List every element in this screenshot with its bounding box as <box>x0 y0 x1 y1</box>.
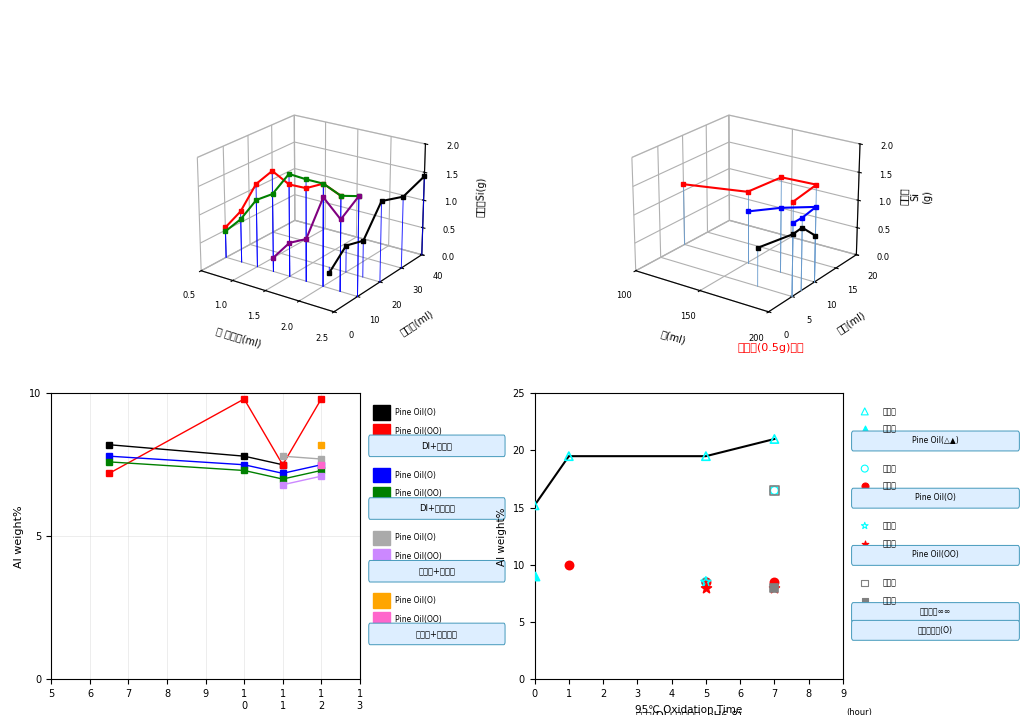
Text: Pine Oil(OO): Pine Oil(OO) <box>396 615 442 623</box>
FancyBboxPatch shape <box>369 561 505 582</box>
Point <box>560 559 577 571</box>
Point <box>526 571 543 582</box>
X-axis label: 물 비누볼(ml): 물 비누볼(ml) <box>215 325 262 348</box>
Bar <box>373 405 391 420</box>
Y-axis label: Al weight%: Al weight% <box>13 505 24 568</box>
Point <box>698 582 714 593</box>
Point <box>766 485 782 496</box>
FancyBboxPatch shape <box>851 488 1020 508</box>
Point <box>766 576 782 588</box>
Point <box>766 582 782 593</box>
Text: 유 당(DI+굴리세론, pH6.8): 유 당(DI+굴리세론, pH6.8) <box>635 711 742 715</box>
Text: Pine Oil(O): Pine Oil(O) <box>396 596 436 605</box>
Text: 환원수+굴리세론: 환원수+굴리세론 <box>416 629 457 638</box>
Text: 무유당: 무유당 <box>883 407 896 416</box>
Point <box>766 485 782 496</box>
Bar <box>373 612 391 626</box>
X-axis label: 물(ml): 물(ml) <box>660 328 688 345</box>
Bar <box>373 487 391 501</box>
Point <box>856 423 873 435</box>
Point <box>856 595 873 606</box>
FancyBboxPatch shape <box>851 431 1020 451</box>
Point <box>856 463 873 474</box>
Text: Pine Oil(O): Pine Oil(O) <box>396 408 436 417</box>
Text: Pine Oil(O): Pine Oil(O) <box>396 470 436 480</box>
Bar <box>373 531 391 545</box>
Text: 집전당: 집전당 <box>883 425 896 434</box>
Text: Pine Oil(OO): Pine Oil(OO) <box>396 427 442 435</box>
Text: Pine Oil(△▲): Pine Oil(△▲) <box>912 435 959 445</box>
Point <box>698 450 714 462</box>
Y-axis label: Al weight%: Al weight% <box>497 507 507 566</box>
Bar <box>373 593 391 608</box>
Point <box>766 433 782 445</box>
Point <box>856 405 873 417</box>
Text: 무유당: 무유당 <box>883 578 896 588</box>
Text: 무유당: 무유당 <box>883 464 896 473</box>
Text: Pine Oil(OO): Pine Oil(OO) <box>912 550 959 559</box>
Text: DI+비누물: DI+비누물 <box>421 441 452 450</box>
Point <box>856 480 873 492</box>
Point <box>856 538 873 549</box>
X-axis label: 95℃ Oxidation Time: 95℃ Oxidation Time <box>635 704 742 714</box>
Bar <box>373 424 391 438</box>
Y-axis label: 붕산(ml): 붕산(ml) <box>835 310 867 335</box>
Bar <box>373 468 391 483</box>
Text: 집전당: 집전당 <box>883 482 896 491</box>
Text: Pine Oil(O): Pine Oil(O) <box>915 493 956 502</box>
FancyBboxPatch shape <box>369 435 505 457</box>
Y-axis label: 분산양(ml): 분산양(ml) <box>398 308 435 337</box>
Point <box>560 450 577 462</box>
Point <box>698 576 714 588</box>
Point <box>526 500 543 511</box>
FancyBboxPatch shape <box>851 603 1020 623</box>
Point <box>698 576 714 588</box>
Text: 굴리세론∞∞: 굴리세론∞∞ <box>920 607 951 616</box>
Text: Pine Oil(OO): Pine Oil(OO) <box>396 552 442 561</box>
Point <box>766 582 782 593</box>
Text: 집전당: 집전당 <box>883 596 896 606</box>
Text: 무유당: 무유당 <box>883 521 896 531</box>
FancyBboxPatch shape <box>851 621 1020 641</box>
Point <box>698 576 714 588</box>
Bar <box>373 549 391 563</box>
Text: 집전당: 집전당 <box>883 539 896 548</box>
Text: 비누양(0.5g)일정: 비누양(0.5g)일정 <box>738 343 804 353</box>
Text: (hour): (hour) <box>846 708 873 715</box>
Text: Pine Oil(OO): Pine Oil(OO) <box>396 489 442 498</box>
FancyBboxPatch shape <box>851 546 1020 566</box>
FancyBboxPatch shape <box>369 498 505 519</box>
Point <box>856 577 873 588</box>
Point <box>856 520 873 531</box>
Text: Pine Oil(O): Pine Oil(O) <box>396 533 436 542</box>
Text: 과산화수소(O): 과산화수소(O) <box>918 625 953 634</box>
Text: 환원수+비누물: 환원수+비누물 <box>418 566 455 576</box>
FancyBboxPatch shape <box>369 623 505 645</box>
Text: DI+굴리세론: DI+굴리세론 <box>419 503 454 513</box>
